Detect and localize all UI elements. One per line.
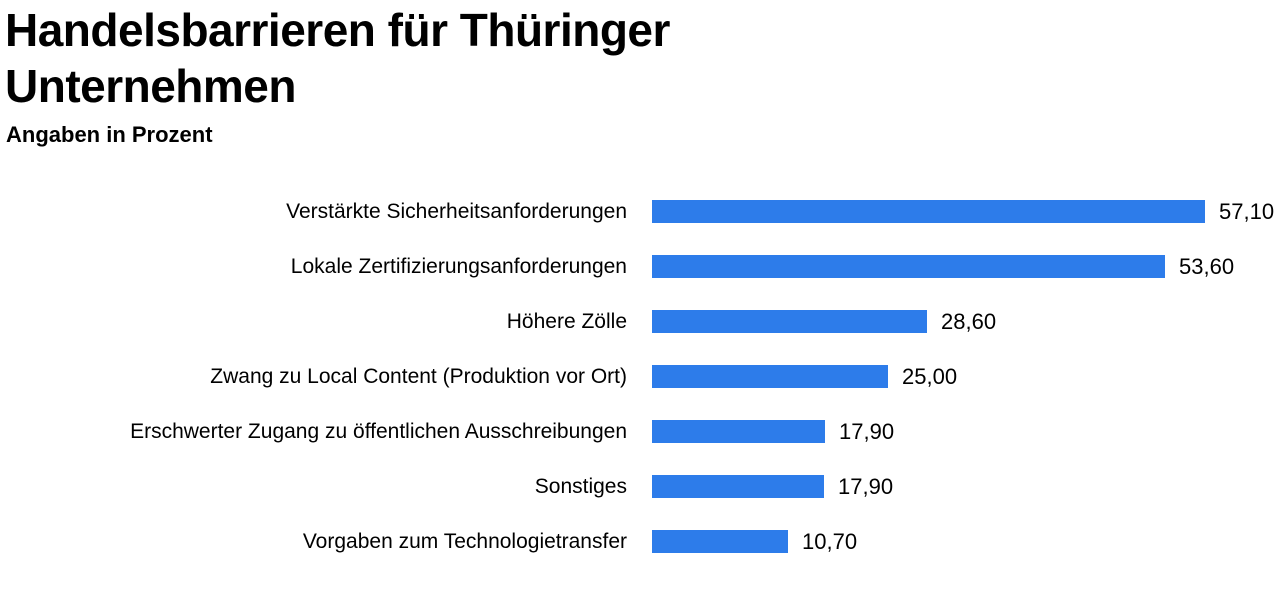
category-label: Erschwerter Zugang zu öffentlichen Aussc… xyxy=(130,419,627,443)
value-label: 25,00 xyxy=(902,363,958,389)
bar xyxy=(652,200,1205,223)
bar-area: 17,90 xyxy=(652,418,1280,444)
bar-area: 53,60 xyxy=(652,253,1280,279)
bar-area: 57,10 xyxy=(652,198,1280,224)
bar xyxy=(652,255,1165,278)
category-label: Verstärkte Sicherheitsanforderungen xyxy=(286,199,627,223)
category-label: Vorgaben zum Technologietransfer xyxy=(302,529,627,553)
bar-area: 17,90 xyxy=(652,473,1280,499)
chart-row: Sonstiges 17,90 xyxy=(0,459,1280,514)
category-label: Zwang zu Local Content (Produktion vor O… xyxy=(210,364,627,388)
bar-area: 25,00 xyxy=(652,363,1280,389)
bar-chart: Verstärkte Sicherheitsanforderungen 57,1… xyxy=(0,184,1280,569)
category-label: Lokale Zertifizierungsanforderungen xyxy=(290,254,627,278)
chart-row: Vorgaben zum Technologietransfer 10,70 xyxy=(0,514,1280,569)
chart-row: Verstärkte Sicherheitsanforderungen 57,1… xyxy=(0,184,1280,239)
chart-subtitle: Angaben in Prozent xyxy=(6,122,213,147)
category-label: Höhere Zölle xyxy=(506,309,627,333)
value-label: 10,70 xyxy=(802,528,858,554)
page-title: Handelsbarrieren für Thüringer Unternehm… xyxy=(5,4,670,112)
bar-area: 28,60 xyxy=(652,308,1280,334)
chart-row: Lokale Zertifizierungsanforderungen 53,6… xyxy=(0,239,1280,294)
bar xyxy=(652,310,927,333)
value-label: 17,90 xyxy=(838,473,894,499)
bar-area: 10,70 xyxy=(652,528,1280,554)
value-label: 17,90 xyxy=(839,418,895,444)
bar xyxy=(652,365,888,388)
bar xyxy=(652,420,825,443)
value-label: 57,10 xyxy=(1219,198,1275,224)
chart-row: Höhere Zölle 28,60 xyxy=(0,294,1280,349)
bar xyxy=(652,475,824,498)
value-label: 53,60 xyxy=(1179,253,1235,279)
chart-row: Zwang zu Local Content (Produktion vor O… xyxy=(0,349,1280,404)
chart-row: Erschwerter Zugang zu öffentlichen Aussc… xyxy=(0,404,1280,459)
value-label: 28,60 xyxy=(941,308,997,334)
category-label: Sonstiges xyxy=(534,474,627,498)
bar xyxy=(652,530,788,553)
